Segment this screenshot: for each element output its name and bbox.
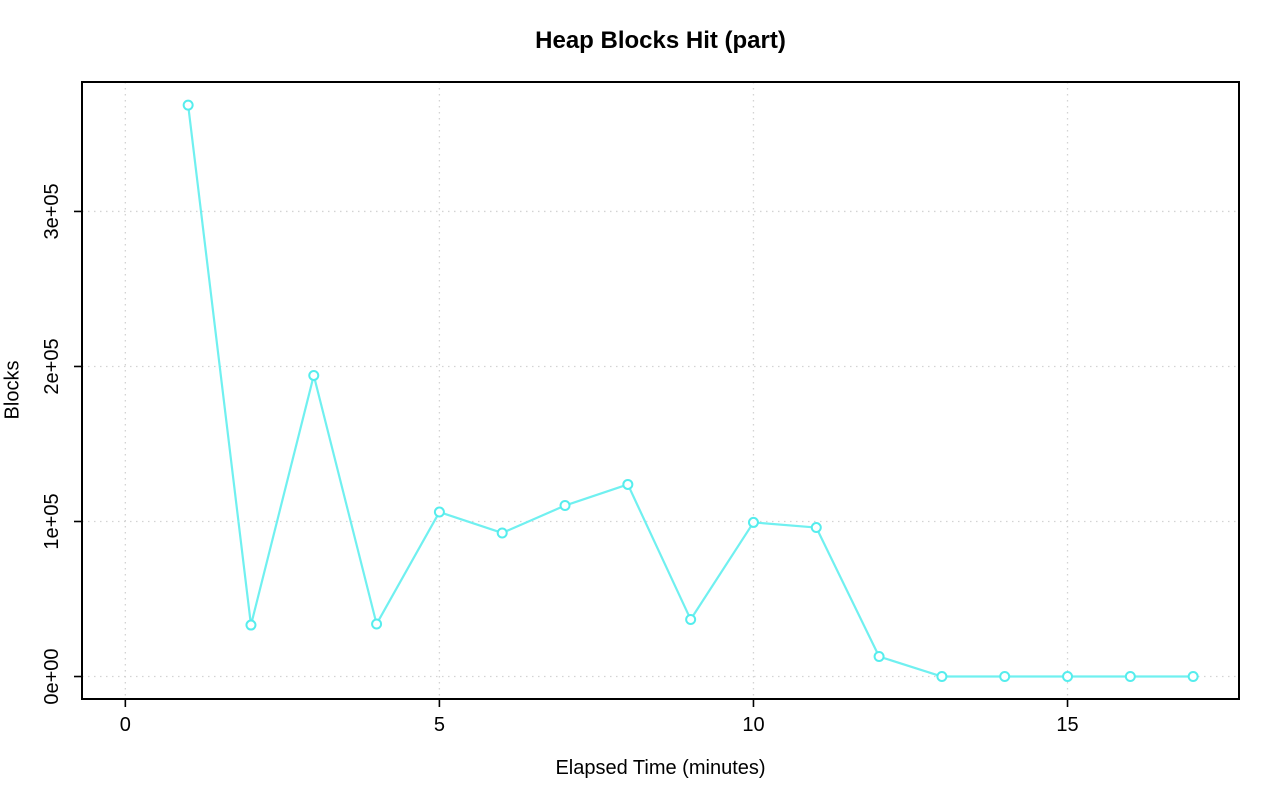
- data-point: [308, 369, 320, 381]
- data-point: [622, 478, 634, 490]
- x-tick-label: 5: [434, 714, 445, 736]
- data-point: [245, 619, 257, 631]
- x-axis-title: Elapsed Time (minutes): [555, 757, 766, 779]
- y-axis-title: Blocks: [1, 360, 24, 420]
- x-tick-label: 10: [742, 714, 764, 736]
- data-point: [999, 671, 1011, 683]
- data-point: [685, 613, 697, 625]
- y-tick-label: 0e+00: [41, 648, 63, 704]
- data-point: [371, 618, 383, 630]
- y-tick-label: 2e+05: [41, 338, 63, 394]
- data-point: [873, 651, 885, 663]
- data-point: [1062, 671, 1074, 683]
- data-line: [187, 104, 1194, 678]
- data-point: [747, 516, 759, 528]
- data-point: [1124, 671, 1136, 683]
- y-tick-label: 3e+05: [41, 183, 63, 239]
- x-tick-label: 0: [120, 714, 131, 736]
- x-tick-label: 15: [1056, 714, 1078, 736]
- y-tick-label: 1e+05: [41, 493, 63, 549]
- data-point: [936, 671, 948, 683]
- plot-border: [81, 81, 1240, 700]
- data-point: [559, 500, 571, 512]
- chart-title: Heap Blocks Hit (part): [535, 27, 786, 54]
- data-point: [496, 527, 508, 539]
- data-point: [810, 522, 822, 534]
- data-point: [1187, 671, 1199, 683]
- data-point: [433, 506, 445, 518]
- data-point: [182, 99, 194, 111]
